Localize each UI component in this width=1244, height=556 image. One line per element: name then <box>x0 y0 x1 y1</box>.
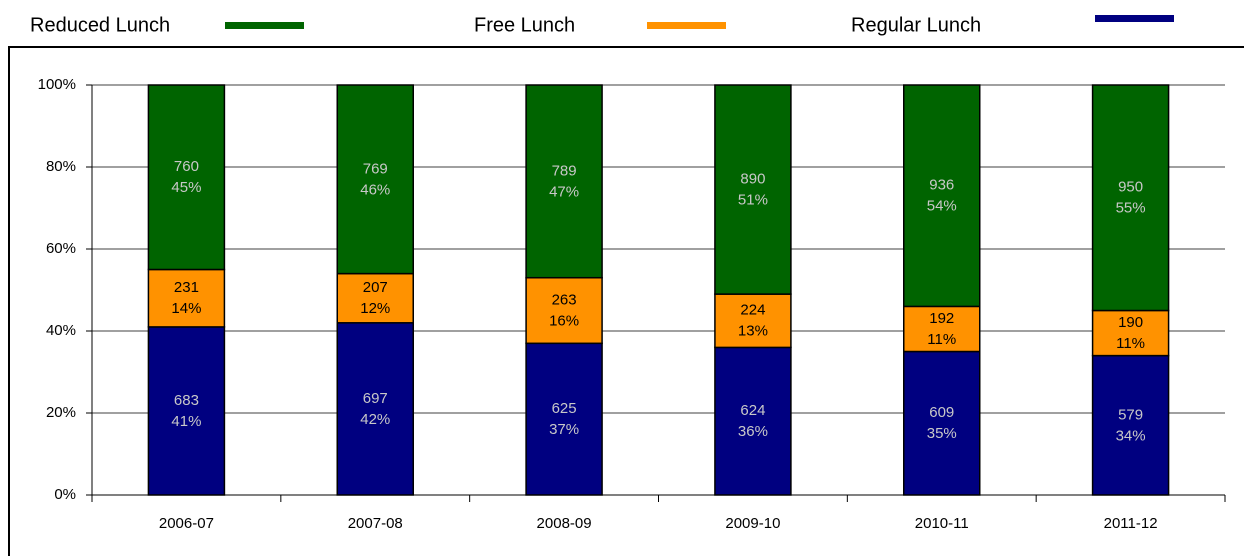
chart-frame <box>8 46 1244 556</box>
y-tick-label: 0% <box>54 486 76 503</box>
bar-segment <box>147 84 226 271</box>
value-label: 37% <box>549 421 579 438</box>
y-tick-label: 20% <box>46 404 76 421</box>
value-label: 13% <box>738 323 768 340</box>
count-label: 609 <box>929 404 954 421</box>
value-label: 12% <box>360 300 390 317</box>
value-label: 11% <box>1116 335 1145 352</box>
bar-segment <box>336 272 414 324</box>
bar-segment <box>147 326 226 496</box>
y-tick-label: 80% <box>46 158 76 175</box>
count-label: 192 <box>929 310 954 327</box>
value-label: 54% <box>927 198 957 215</box>
bar-segment <box>714 293 792 349</box>
legend-label: Free Lunch <box>474 14 575 36</box>
count-label: 697 <box>363 390 388 407</box>
count-label: 789 <box>552 162 577 179</box>
count-label: 769 <box>363 160 388 177</box>
bar-segment <box>903 84 981 308</box>
bar-segment <box>903 305 981 353</box>
bar-segment <box>525 342 603 496</box>
value-label: 47% <box>549 183 579 200</box>
value-label: 55% <box>1116 200 1146 217</box>
bar-segment <box>525 84 603 279</box>
legend-swatch <box>225 22 304 29</box>
value-label: 34% <box>1116 427 1146 444</box>
count-label: 683 <box>174 392 199 409</box>
count-label: 207 <box>363 279 388 296</box>
count-label: 936 <box>929 177 954 194</box>
value-label: 14% <box>171 300 201 317</box>
bar-segment <box>336 84 414 275</box>
count-label: 624 <box>740 402 765 419</box>
x-tick-label: 2008-09 <box>537 515 592 532</box>
count-label: 263 <box>552 291 577 308</box>
count-label: 760 <box>174 158 199 175</box>
value-label: 51% <box>738 192 768 209</box>
value-label: 35% <box>927 425 957 442</box>
x-tick-label: 2007-08 <box>348 515 403 532</box>
value-label: 11% <box>927 331 956 348</box>
count-label: 625 <box>552 400 577 417</box>
value-label: 41% <box>171 413 201 430</box>
value-label: 46% <box>360 181 390 198</box>
bar-segment <box>1091 84 1170 312</box>
x-tick-label: 2011-12 <box>1104 515 1158 532</box>
x-tick-label: 2006-07 <box>159 515 214 532</box>
legend-label: Regular Lunch <box>851 14 981 36</box>
x-tick-label: 2010-11 <box>915 515 969 532</box>
count-label: 231 <box>174 279 199 296</box>
bar-segment <box>1091 354 1170 496</box>
count-label: 579 <box>1118 406 1143 423</box>
value-label: 42% <box>360 411 390 428</box>
y-tick-label: 60% <box>46 240 76 257</box>
legend-label: Reduced Lunch <box>30 14 170 36</box>
count-label: 224 <box>740 302 765 319</box>
legend-swatch <box>647 22 726 29</box>
count-label: 890 <box>740 171 765 188</box>
value-label: 45% <box>171 179 201 196</box>
bar-segment <box>1091 309 1170 357</box>
bar-segment <box>714 346 792 496</box>
bar-segment <box>525 276 603 345</box>
count-label: 950 <box>1118 179 1143 196</box>
bar-segment <box>147 268 226 328</box>
y-tick-label: 100% <box>38 76 76 93</box>
legend-swatch <box>1095 15 1174 22</box>
count-label: 190 <box>1118 314 1143 331</box>
bar-segment <box>714 84 792 295</box>
value-label: 16% <box>549 312 579 329</box>
x-tick-label: 2009-10 <box>725 515 780 532</box>
bar-segment <box>903 350 981 496</box>
y-tick-label: 40% <box>46 322 76 339</box>
value-label: 36% <box>738 423 768 440</box>
bar-segment <box>336 322 414 496</box>
